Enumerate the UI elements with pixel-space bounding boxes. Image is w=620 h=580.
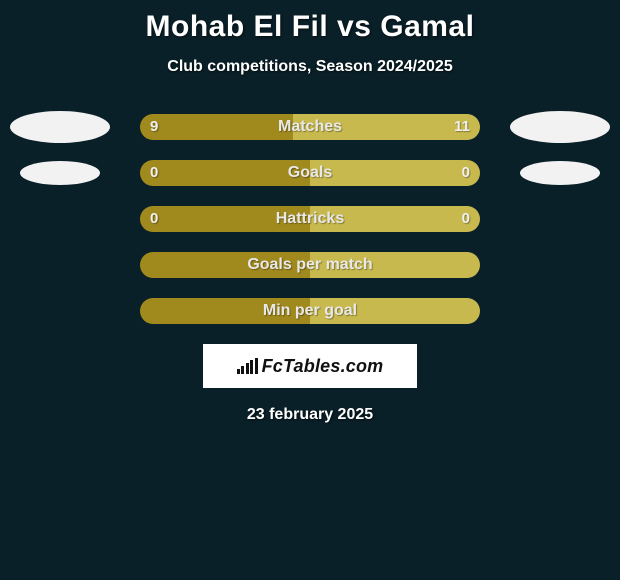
bar-segment-right xyxy=(310,160,480,186)
bar-track xyxy=(140,252,480,278)
player-avatar-left xyxy=(10,111,110,143)
bar-segment-right xyxy=(310,298,480,324)
stat-row: Hattricks00 xyxy=(0,206,620,232)
player-avatar-left-small xyxy=(20,161,100,185)
stat-row: Goals per match xyxy=(0,252,620,278)
bar-segment-right xyxy=(310,252,480,278)
bar-segment-left xyxy=(140,160,310,186)
bar-segment-left xyxy=(140,252,310,278)
bar-segment-left xyxy=(140,298,310,324)
stat-row: Min per goal xyxy=(0,298,620,324)
stat-value-left: 0 xyxy=(150,206,158,232)
source-badge: FcTables.com xyxy=(203,344,417,388)
stat-row: Matches911 xyxy=(0,114,620,140)
bar-track xyxy=(140,114,480,140)
bar-segment-right xyxy=(293,114,480,140)
source-badge-text: FcTables.com xyxy=(237,356,384,377)
bar-track xyxy=(140,298,480,324)
bar-track xyxy=(140,206,480,232)
player-avatar-right-small xyxy=(520,161,600,185)
bar-segment-right xyxy=(310,206,480,232)
stat-value-right: 11 xyxy=(454,114,470,140)
badge-label: FcTables.com xyxy=(262,356,384,377)
stats-rows: Matches911Goals00Hattricks00Goals per ma… xyxy=(0,114,620,324)
stat-row: Goals00 xyxy=(0,160,620,186)
date-text: 23 february 2025 xyxy=(0,406,620,424)
stat-value-left: 0 xyxy=(150,160,158,186)
bar-segment-left xyxy=(140,114,293,140)
subtitle: Club competitions, Season 2024/2025 xyxy=(0,58,620,76)
bar-segment-left xyxy=(140,206,310,232)
stat-value-left: 9 xyxy=(150,114,158,140)
page-title: Mohab El Fil vs Gamal xyxy=(0,0,620,44)
player-avatar-right xyxy=(510,111,610,143)
stat-value-right: 0 xyxy=(462,160,470,186)
stat-value-right: 0 xyxy=(462,206,470,232)
bar-track xyxy=(140,160,480,186)
bars-icon xyxy=(237,358,258,374)
